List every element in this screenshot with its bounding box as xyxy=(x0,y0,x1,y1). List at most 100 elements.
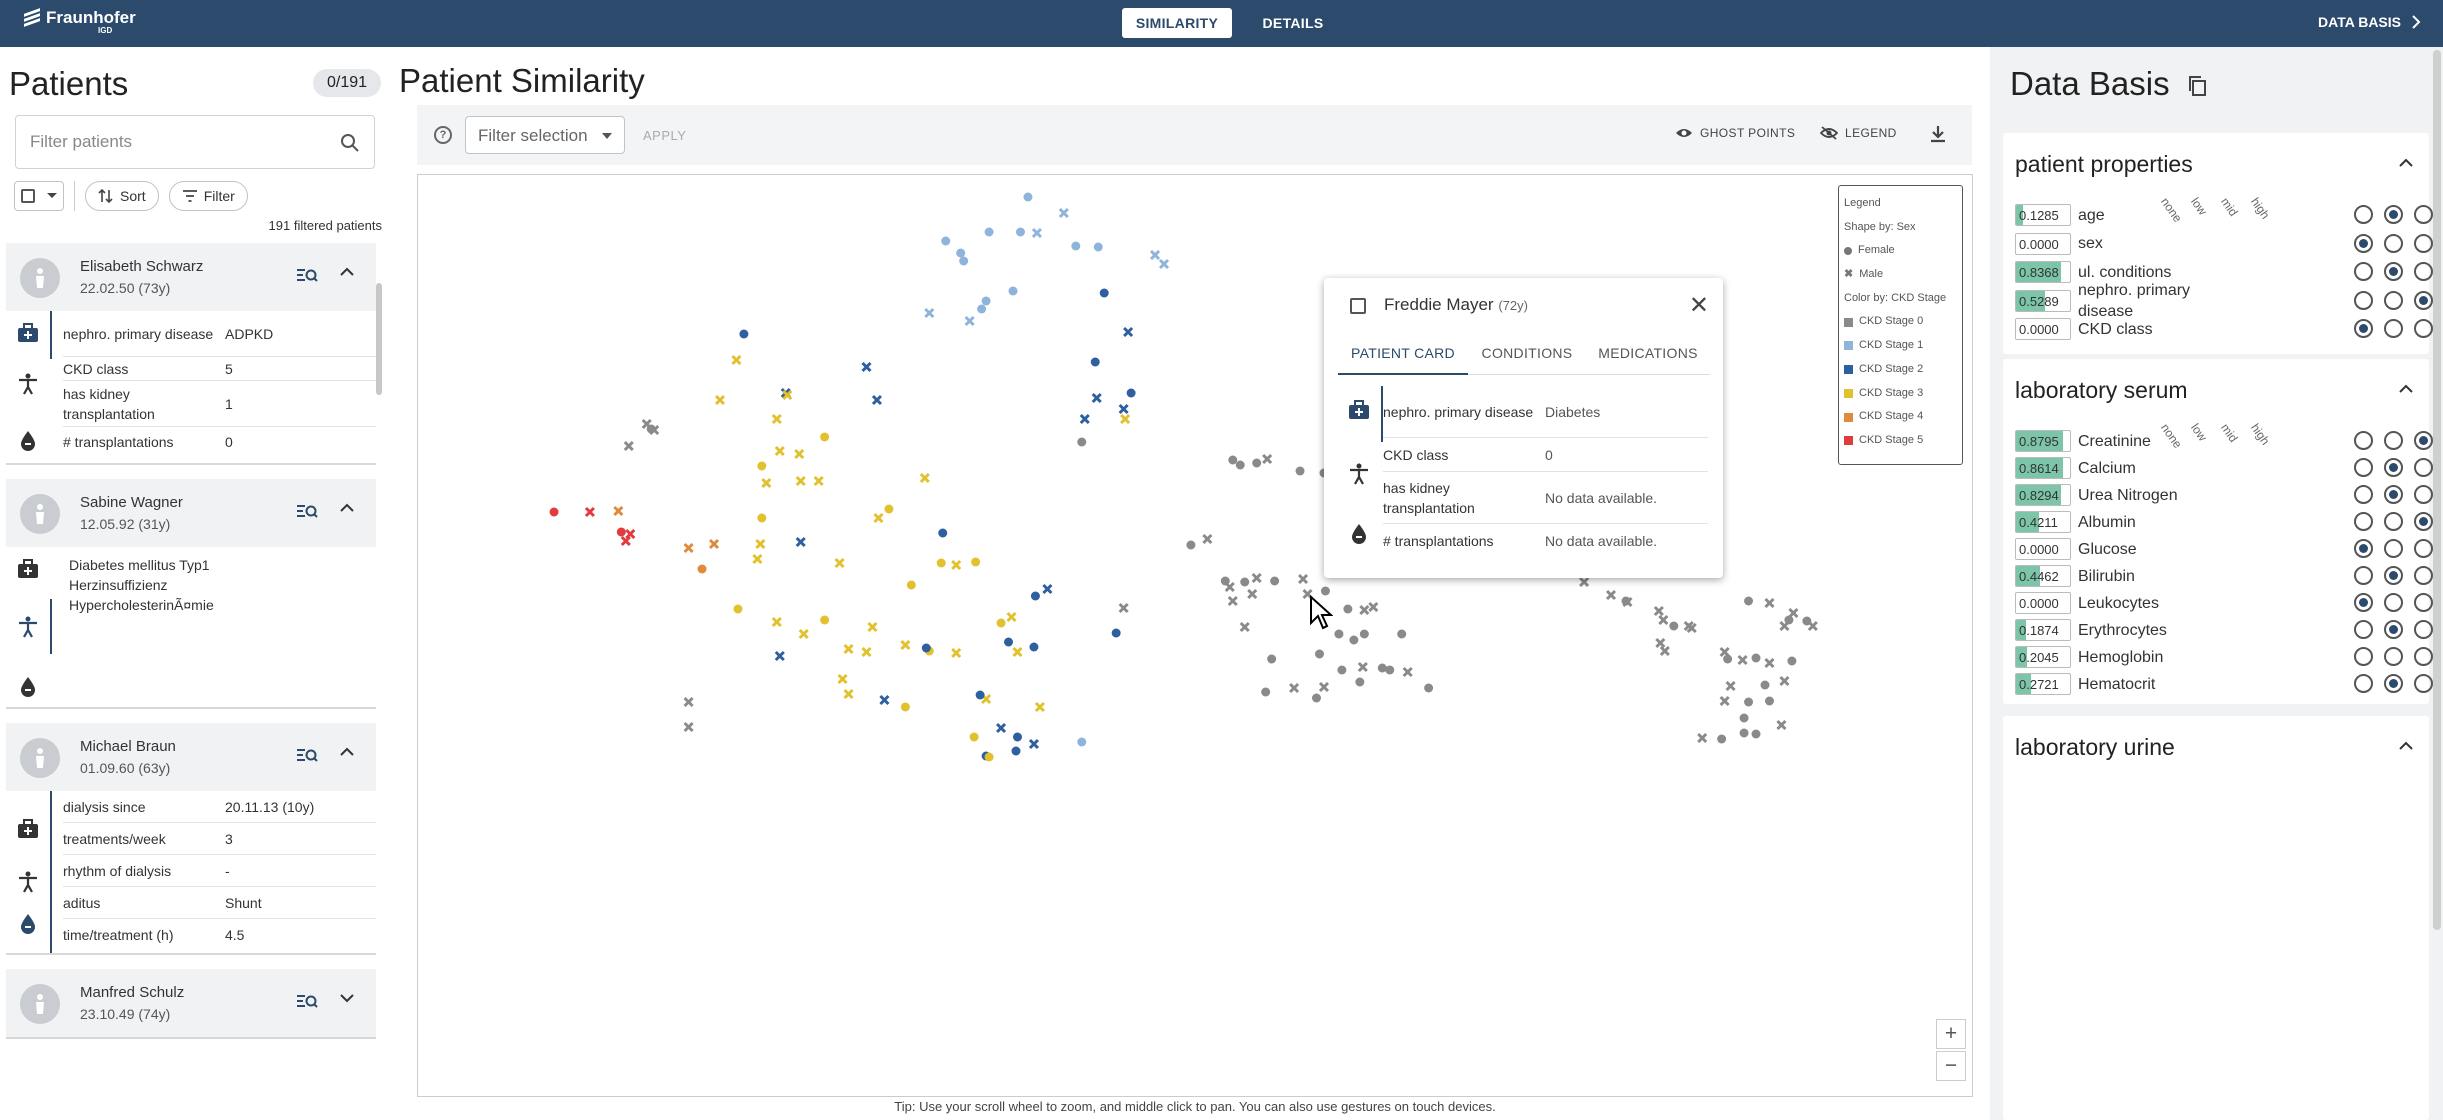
patient-point[interactable] xyxy=(1355,677,1365,687)
filter-selection-dropdown[interactable]: Filter selection xyxy=(465,116,625,154)
radio-none[interactable] xyxy=(2354,647,2373,666)
patient-point[interactable] xyxy=(1655,637,1666,649)
patient-point[interactable] xyxy=(900,702,910,712)
patient-point[interactable] xyxy=(971,557,981,567)
patient-point[interactable] xyxy=(1289,682,1300,694)
patient-point[interactable] xyxy=(1011,746,1021,756)
patient-point[interactable] xyxy=(1359,629,1369,639)
patient-point[interactable] xyxy=(924,307,935,319)
patient-point[interactable] xyxy=(1186,540,1196,550)
patient-point[interactable] xyxy=(879,694,890,706)
ghost-points-button[interactable]: GHOST POINTS xyxy=(1675,126,1795,140)
patient-point[interactable] xyxy=(739,329,749,339)
chevron-up-icon[interactable] xyxy=(340,747,354,757)
patient-point[interactable] xyxy=(1090,357,1100,367)
patient-point[interactable] xyxy=(1697,732,1708,744)
patient-point[interactable] xyxy=(984,752,994,762)
radio-none[interactable] xyxy=(2354,566,2373,585)
help-icon[interactable]: ? xyxy=(434,126,452,144)
patient-point[interactable] xyxy=(861,646,872,658)
patient-point[interactable] xyxy=(1015,227,1025,237)
patient-point[interactable] xyxy=(1719,695,1730,707)
radio-none[interactable] xyxy=(2354,512,2373,531)
radio-mid[interactable] xyxy=(2414,233,2433,253)
patient-point[interactable] xyxy=(975,690,985,700)
patient-point[interactable] xyxy=(683,542,694,554)
patient-point[interactable] xyxy=(1723,654,1733,664)
radio-none[interactable] xyxy=(2354,620,2373,639)
patient-point[interactable] xyxy=(1118,602,1129,614)
patient-point[interactable] xyxy=(1058,207,1069,219)
patient-card[interactable]: Manfred Schulz 23.10.49 (74y) xyxy=(6,969,376,1039)
patient-point[interactable] xyxy=(757,513,767,523)
patient-point[interactable] xyxy=(1314,649,1324,659)
chevron-up-icon[interactable] xyxy=(2399,741,2413,751)
patient-point[interactable] xyxy=(1739,713,1749,723)
patient-point[interactable] xyxy=(1385,665,1395,675)
patient-card[interactable]: Michael Braun 01.09.60 (63y) dialysis si… xyxy=(6,723,376,955)
patient-point[interactable] xyxy=(1099,288,1109,298)
patient-point[interactable] xyxy=(731,354,742,366)
radio-low[interactable] xyxy=(2384,485,2403,504)
filter-patients-input[interactable]: Filter patients xyxy=(15,115,375,169)
patient-point[interactable] xyxy=(900,639,911,651)
radio-mid[interactable] xyxy=(2414,290,2433,310)
patient-point[interactable] xyxy=(1343,604,1353,614)
patient-point[interactable] xyxy=(1012,732,1022,742)
patient-point[interactable] xyxy=(1239,621,1250,633)
radio-mid[interactable] xyxy=(2414,539,2433,558)
patient-point[interactable] xyxy=(1787,656,1797,666)
patient-point[interactable] xyxy=(871,394,883,406)
radio-low[interactable] xyxy=(2384,620,2403,639)
patient-point[interactable] xyxy=(1349,635,1359,645)
patient-point[interactable] xyxy=(1764,597,1775,609)
chevron-up-icon[interactable] xyxy=(340,503,354,513)
scrollbar[interactable] xyxy=(2433,50,2441,930)
radio-low[interactable] xyxy=(2384,458,2403,477)
patient-point[interactable] xyxy=(1270,576,1280,586)
radio-mid[interactable] xyxy=(2414,431,2433,450)
patient-point[interactable] xyxy=(1744,697,1754,707)
chevron-up-icon[interactable] xyxy=(340,267,354,277)
popup-checkbox[interactable] xyxy=(1350,298,1366,314)
legend-toggle-button[interactable]: LEGEND xyxy=(1820,126,1897,140)
patient-point[interactable] xyxy=(1779,620,1790,632)
radio-low[interactable] xyxy=(2384,290,2403,310)
patient-point[interactable] xyxy=(1240,577,1250,587)
radio-none[interactable] xyxy=(2354,319,2373,338)
copy-icon[interactable] xyxy=(2187,75,2207,97)
patient-point[interactable] xyxy=(1318,681,1330,693)
patient-point[interactable] xyxy=(1008,286,1018,296)
apply-button[interactable]: APPLY xyxy=(643,128,687,143)
patient-point[interactable] xyxy=(1071,241,1081,251)
radio-mid[interactable] xyxy=(2414,512,2433,531)
radio-none[interactable] xyxy=(2354,290,2373,310)
radio-mid[interactable] xyxy=(2414,566,2433,585)
patient-card[interactable]: Elisabeth Schwarz 22.02.50 (73y) nephro.… xyxy=(6,243,376,465)
patient-point[interactable] xyxy=(1077,437,1087,447)
patient-point[interactable] xyxy=(1028,738,1040,750)
patient-point[interactable] xyxy=(795,536,806,548)
patient-card[interactable]: Sabine Wagner 12.05.92 (31y) Diabetes me… xyxy=(6,479,376,709)
radio-mid[interactable] xyxy=(2414,647,2433,666)
patient-point[interactable] xyxy=(813,475,824,487)
patient-point[interactable] xyxy=(1622,596,1633,608)
find-similar-icon[interactable] xyxy=(296,993,318,1011)
patient-point[interactable] xyxy=(884,504,894,514)
patient-point[interactable] xyxy=(996,618,1006,628)
find-similar-icon[interactable] xyxy=(296,503,318,521)
patient-point[interactable] xyxy=(798,628,809,640)
radio-mid[interactable] xyxy=(2414,319,2433,338)
patient-point[interactable] xyxy=(820,615,830,625)
patient-point[interactable] xyxy=(1091,392,1102,404)
radio-mid[interactable] xyxy=(2414,205,2433,224)
patient-point[interactable] xyxy=(1158,258,1170,270)
search-icon[interactable] xyxy=(340,133,360,153)
tab-similarity[interactable]: SIMILARITY xyxy=(1122,8,1232,38)
patient-point[interactable] xyxy=(837,673,848,685)
patient-point[interactable] xyxy=(752,553,763,565)
patient-point[interactable] xyxy=(1111,628,1121,638)
patient-point[interactable] xyxy=(1337,665,1347,675)
patient-point[interactable] xyxy=(1267,654,1277,664)
radio-none[interactable] xyxy=(2354,674,2373,693)
